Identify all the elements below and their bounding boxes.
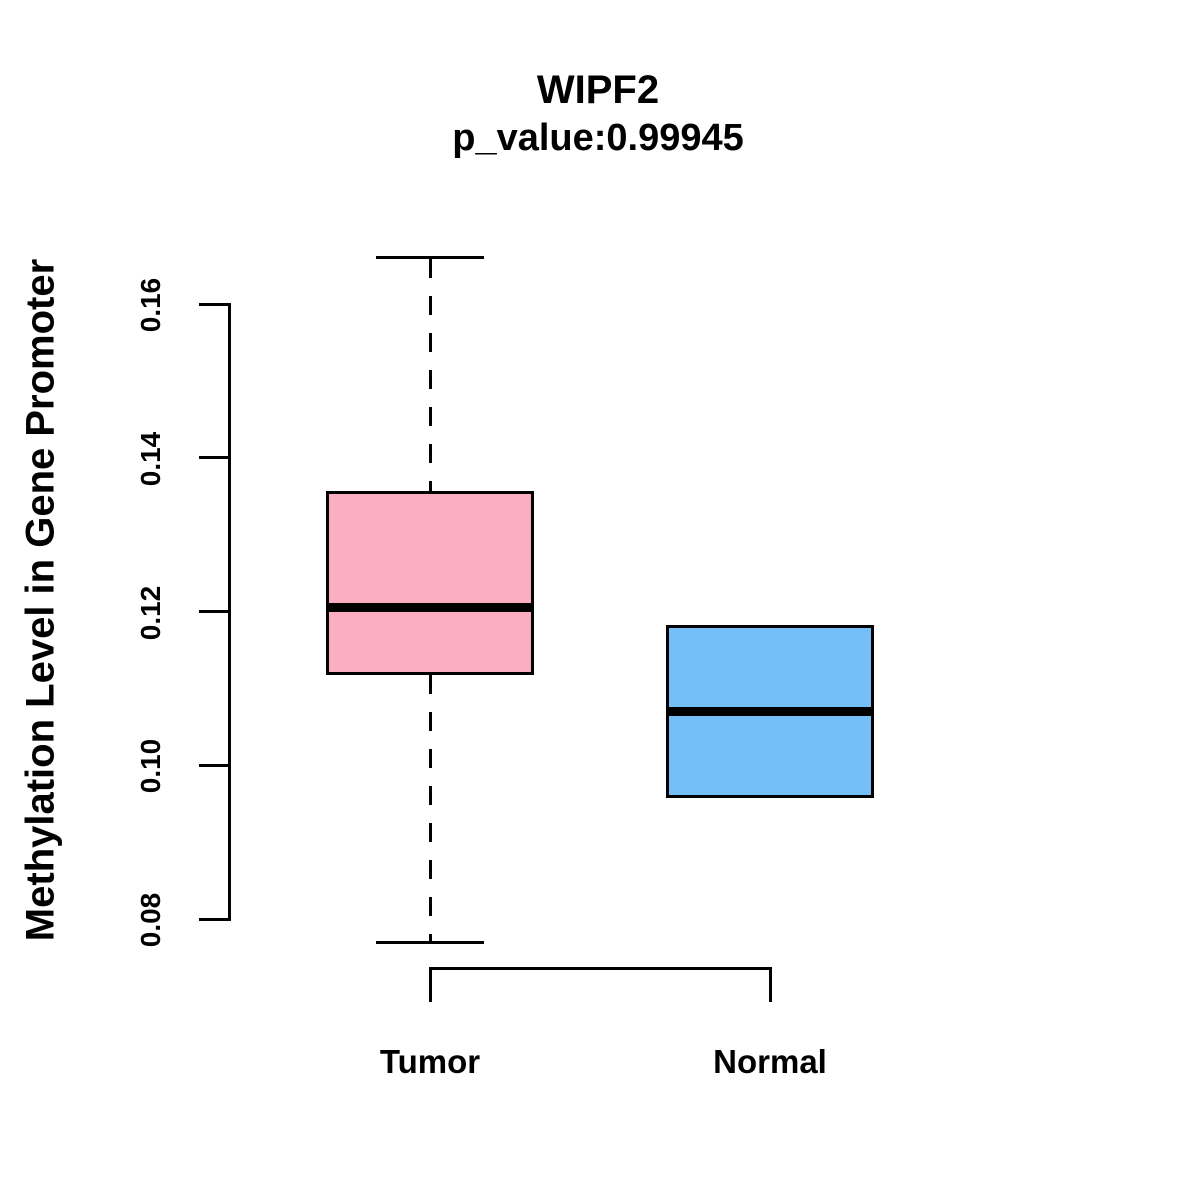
y-axis-tick (198, 763, 231, 767)
chart-subtitle: p_value:0.99945 (452, 117, 744, 159)
y-axis-tick-label: 0.14 (135, 431, 166, 487)
upper-whisker-tumor (428, 259, 432, 491)
y-axis-tick-label: 0.10 (135, 739, 166, 794)
x-axis-label-normal: Normal (713, 1043, 827, 1080)
x-axis-tick (428, 967, 432, 1002)
x-axis-line (428, 967, 772, 970)
y-axis-tick (198, 917, 231, 921)
chart-title: WIPF2 (536, 68, 660, 112)
upper-whisker-cap-tumor (376, 256, 484, 260)
box-tumor (326, 490, 534, 675)
median-tumor (326, 603, 534, 613)
y-axis-tick-label: 0.16 (135, 277, 166, 333)
y-axis-tick (198, 456, 231, 460)
median-normal (666, 706, 874, 716)
lower-whisker-cap-tumor (376, 940, 484, 944)
y-axis-tick-label: 0.12 (135, 585, 166, 640)
y-axis-tick (198, 302, 231, 306)
x-axis-tick (768, 967, 772, 1002)
x-axis-label-tumor: Tumor (379, 1043, 481, 1080)
y-axis-tick (198, 610, 231, 613)
y-axis-tick-label: 0.08 (135, 892, 166, 948)
lower-whisker-tumor (428, 674, 432, 941)
